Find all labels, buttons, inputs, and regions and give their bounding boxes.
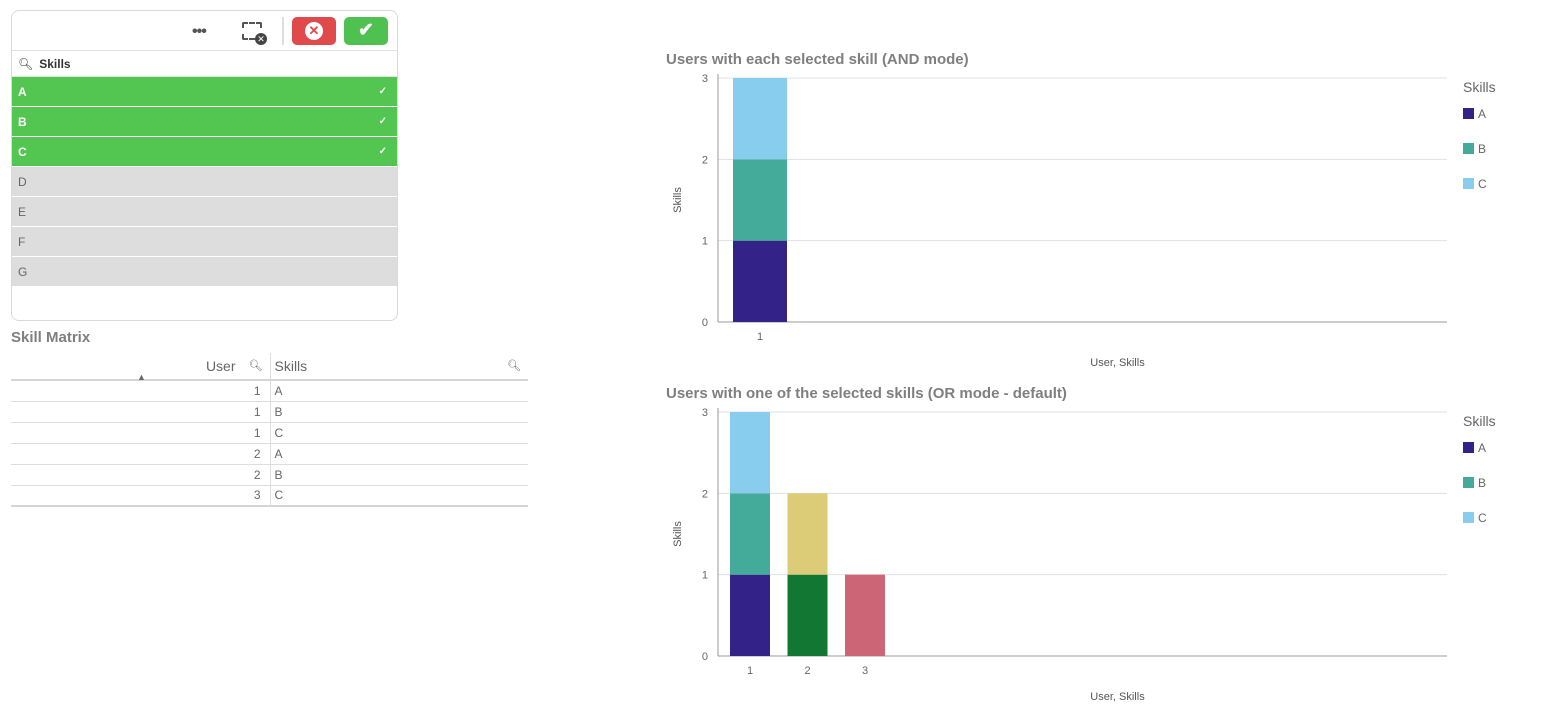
sort-ascending-icon: ▲	[137, 372, 146, 382]
legend-swatch-a	[1463, 108, 1474, 119]
bar-segment-3-c	[845, 574, 885, 656]
legend-swatch-c	[1463, 512, 1474, 523]
skills-cell[interactable]: C	[270, 485, 528, 507]
y-tick-label: 1	[702, 570, 708, 582]
legend-swatch-b	[1463, 143, 1474, 154]
y-tick-label: 2	[702, 154, 708, 166]
search-icon[interactable]: 🔍︎	[248, 360, 263, 372]
legend-swatch-c	[1463, 178, 1474, 189]
column-header-skills[interactable]: Skills 🔍︎	[270, 353, 528, 381]
legend-item-label: A	[1478, 441, 1486, 455]
skills-cell[interactable]: B	[270, 464, 528, 486]
skills-cell[interactable]: B	[270, 401, 528, 423]
legend-title: Skills	[1463, 79, 1496, 95]
chart-title: Users with each selected skill (AND mode…	[666, 51, 969, 68]
check-icon: ✓	[378, 116, 387, 127]
header-label: Skills	[274, 358, 308, 374]
field-title: Skills	[39, 56, 71, 71]
y-tick-label: 3	[702, 73, 708, 85]
search-icon: 🔍︎	[18, 56, 34, 71]
x-tick-label: 1	[747, 665, 753, 677]
item-label: D	[18, 174, 27, 189]
bar-segment-1-b	[733, 159, 787, 241]
skills-listbox: ••• ✕ ✕ ✔ 🔍︎ Skills A ✓ B ✓ C ✓ D E F G	[11, 10, 398, 321]
skills-cell[interactable]: A	[270, 443, 528, 465]
listbox-item-b[interactable]: B ✓	[12, 107, 397, 137]
user-cell[interactable]: 2	[11, 464, 271, 486]
y-axis-title: Skills	[672, 187, 684, 213]
user-cell[interactable]: 3	[11, 485, 271, 507]
legend-swatch-b	[1463, 477, 1474, 488]
legend-swatch-a	[1463, 442, 1474, 453]
x-axis-title: User, Skills	[1090, 691, 1145, 703]
legend-item-label: B	[1478, 476, 1486, 490]
y-tick-label: 0	[702, 651, 708, 663]
legend-item-label: B	[1478, 142, 1486, 156]
or-mode-chart: Users with one of the selected skills (O…	[660, 382, 1540, 712]
listbox-item-e[interactable]: E	[12, 197, 397, 227]
x-tick-label: 2	[804, 665, 810, 677]
listbox-item-f[interactable]: F	[12, 227, 397, 257]
skills-cell[interactable]: C	[270, 422, 528, 444]
confirm-selection-button[interactable]: ✔	[344, 17, 388, 45]
item-label: F	[18, 234, 26, 249]
item-label: A	[18, 84, 27, 99]
listbox-item-c[interactable]: C ✓	[12, 137, 397, 167]
cancel-selection-button[interactable]: ✕	[292, 17, 336, 45]
legend-item-label: C	[1478, 511, 1487, 525]
y-tick-label: 0	[702, 317, 708, 329]
column-header-user[interactable]: User 🔍︎ ▲	[11, 353, 271, 382]
listbox-item-a[interactable]: A ✓	[12, 77, 397, 107]
clear-x-icon: ✕	[255, 33, 267, 45]
user-cell[interactable]: 1	[11, 380, 271, 402]
bar-segment-2-b	[787, 493, 828, 575]
more-options-button[interactable]: •••	[192, 23, 207, 40]
bar-segment-1-a	[730, 574, 770, 656]
listbox-search[interactable]: 🔍︎ Skills	[12, 51, 397, 77]
bar-segment-1-b	[730, 493, 770, 575]
bar-segment-1-c	[730, 412, 770, 494]
table-title: Skill Matrix	[11, 329, 91, 346]
item-label: C	[18, 144, 27, 159]
chart-title: Users with one of the selected skills (O…	[666, 385, 1067, 402]
user-cell[interactable]: 1	[11, 422, 271, 444]
user-cell[interactable]: 1	[11, 401, 271, 423]
and-mode-chart: Users with each selected skill (AND mode…	[660, 48, 1540, 378]
legend-item-label: C	[1478, 177, 1487, 191]
user-cell[interactable]: 2	[11, 443, 271, 465]
item-label: G	[18, 264, 28, 279]
legend-title: Skills	[1463, 413, 1496, 429]
x-tick-label: 1	[757, 331, 763, 343]
y-axis-title: Skills	[672, 521, 684, 547]
listbox-item-d[interactable]: D	[12, 167, 397, 197]
bar-segment-1-c	[733, 78, 787, 160]
legend-item-label: A	[1478, 107, 1486, 121]
cancel-icon: ✕	[305, 22, 323, 40]
y-tick-label: 3	[702, 407, 708, 419]
item-label: E	[18, 204, 27, 219]
bar-segment-2-a	[787, 574, 828, 656]
listbox-item-g[interactable]: G	[12, 257, 397, 287]
search-icon[interactable]: 🔍︎	[507, 360, 521, 372]
check-icon: ✓	[378, 86, 387, 97]
x-tick-label: 3	[862, 665, 868, 677]
y-tick-label: 2	[702, 488, 708, 500]
clear-selection-icon[interactable]: ✕	[242, 22, 267, 45]
x-axis-title: User, Skills	[1090, 357, 1145, 369]
y-tick-label: 1	[702, 236, 708, 248]
skills-cell[interactable]: A	[270, 380, 528, 402]
selection-toolbar: ••• ✕ ✕ ✔	[12, 11, 397, 51]
item-label: B	[18, 114, 27, 129]
header-label: User	[205, 358, 236, 374]
toolbar-divider	[282, 17, 284, 45]
bar-segment-1-a	[733, 240, 787, 322]
check-icon: ✓	[378, 146, 387, 157]
